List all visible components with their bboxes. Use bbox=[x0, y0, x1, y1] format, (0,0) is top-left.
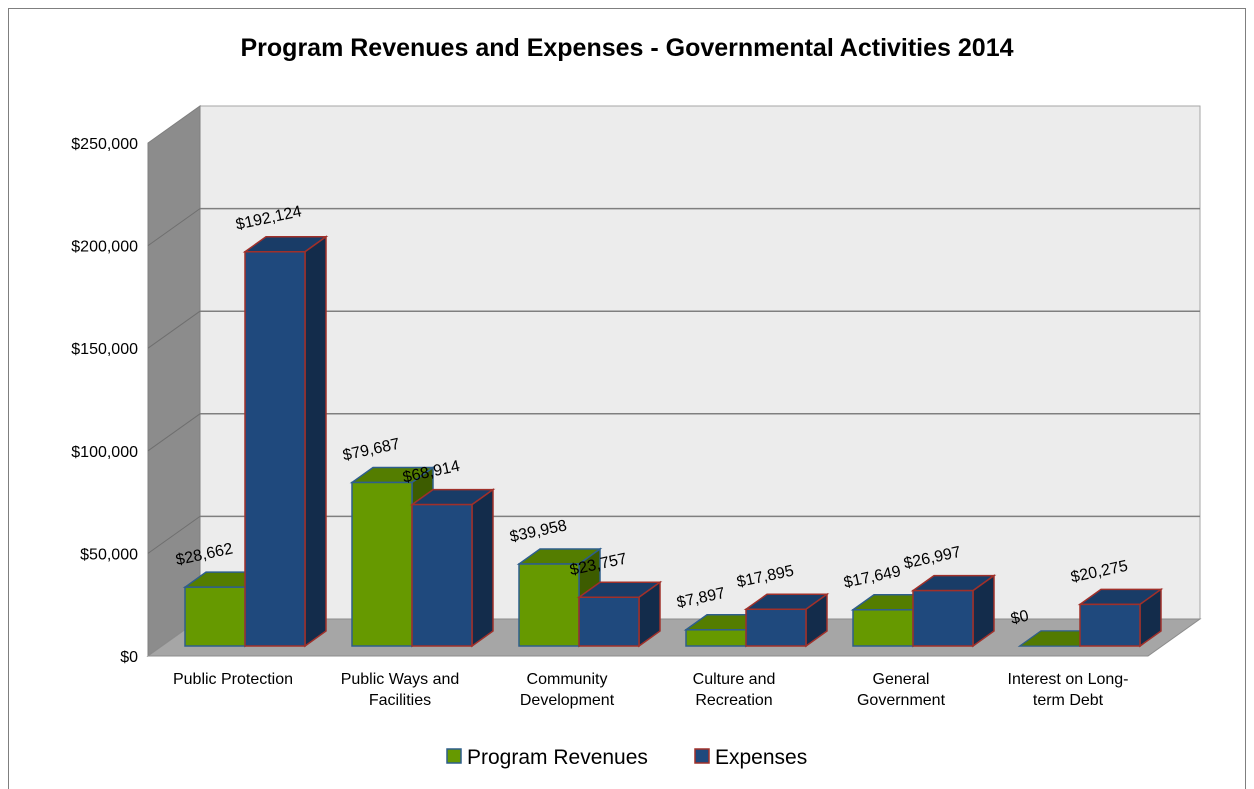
category-label: Facilities bbox=[369, 692, 431, 709]
gridline-side bbox=[147, 515, 201, 554]
category-label: Public Protection bbox=[173, 671, 293, 688]
back-wall bbox=[199, 105, 1201, 620]
legend-label: Expenses bbox=[715, 746, 807, 769]
gridline-side bbox=[147, 310, 201, 349]
bar bbox=[351, 481, 413, 647]
chart-title: Program Revenues and Expenses - Governme… bbox=[240, 34, 1014, 62]
legend: Program Revenues Expenses bbox=[446, 746, 807, 769]
y-tick-label: $100,000 bbox=[71, 444, 138, 461]
category-label: term Debt bbox=[1033, 692, 1104, 709]
bars bbox=[182, 235, 1164, 648]
category-label: Government bbox=[857, 692, 946, 709]
category-label: Community bbox=[527, 671, 608, 688]
category-label: Recreation bbox=[695, 692, 772, 709]
side-wall bbox=[147, 105, 201, 657]
y-tick-label: $200,000 bbox=[71, 239, 138, 256]
category-label: General bbox=[873, 671, 930, 688]
y-tick-label: $50,000 bbox=[80, 546, 138, 563]
category-label: Culture and bbox=[693, 671, 776, 688]
bar bbox=[518, 563, 580, 647]
bar-side bbox=[304, 235, 327, 648]
y-tick-label: $150,000 bbox=[71, 341, 138, 358]
y-tick-label: $0 bbox=[120, 649, 138, 666]
gridlines bbox=[147, 207, 1200, 554]
bar bbox=[578, 596, 640, 647]
bar bbox=[852, 609, 914, 647]
y-tick-label: $250,000 bbox=[71, 136, 138, 153]
gridline-side bbox=[147, 413, 201, 452]
legend-swatch bbox=[446, 748, 462, 764]
legend-swatch bbox=[694, 748, 710, 764]
bar-side bbox=[471, 488, 494, 648]
data-label: $0 bbox=[1009, 608, 1030, 628]
bar bbox=[411, 503, 473, 647]
category-label: Interest on Long- bbox=[1008, 671, 1129, 688]
gridline-side bbox=[147, 208, 201, 247]
bar bbox=[745, 608, 807, 647]
bar bbox=[912, 589, 974, 647]
legend-label: Program Revenues bbox=[467, 746, 648, 769]
bar bbox=[184, 586, 246, 647]
bar bbox=[244, 251, 306, 647]
category-label: Development bbox=[520, 692, 615, 709]
bar bbox=[685, 629, 747, 647]
category-labels: Public Protection Public Ways and Faciliti… bbox=[173, 671, 1129, 709]
bar bbox=[1079, 603, 1141, 647]
category-label: Public Ways and bbox=[341, 671, 460, 688]
y-axis-ticks: $0 $50,000 $100,000 $150,000 $200,000 $250,00… bbox=[71, 136, 138, 666]
